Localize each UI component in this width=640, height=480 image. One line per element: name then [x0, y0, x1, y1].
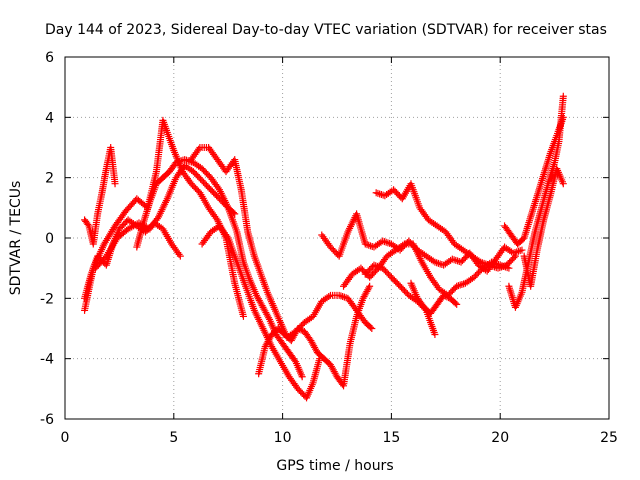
- data-point: [376, 190, 384, 198]
- data-point: [374, 189, 382, 197]
- data-points: [81, 92, 567, 402]
- data-point: [368, 242, 376, 250]
- data-point: [295, 325, 303, 333]
- data-point: [337, 292, 345, 300]
- data-point: [223, 232, 231, 240]
- data-point: [153, 215, 161, 223]
- series-track-12: [361, 261, 439, 339]
- data-point: [382, 238, 390, 246]
- y-tick-label: -4: [40, 352, 54, 368]
- data-point: [297, 326, 305, 334]
- data-point: [265, 314, 273, 322]
- data-point: [298, 373, 306, 381]
- data-point: [84, 220, 92, 228]
- chart-title: Day 144 of 2023, Sidereal Day-to-day VTE…: [45, 22, 607, 38]
- data-point: [440, 291, 448, 299]
- x-tick-label: 5: [169, 430, 178, 446]
- series-track-15: [505, 92, 567, 311]
- data-point: [365, 284, 373, 292]
- data-point: [451, 299, 459, 307]
- data-point: [438, 261, 446, 269]
- data-point: [379, 191, 387, 199]
- y-tick-label: 6: [45, 50, 54, 66]
- y-tick-label: -6: [40, 412, 54, 428]
- data-point: [212, 214, 220, 222]
- series-track-8: [255, 282, 374, 390]
- series-track-14: [501, 113, 567, 248]
- series-track-7: [198, 222, 324, 402]
- data-point: [511, 252, 519, 260]
- x-axis-label: GPS time / hours: [276, 458, 393, 474]
- x-tick-label: 15: [382, 430, 400, 446]
- y-tick-label: 4: [45, 110, 54, 126]
- series-track-3: [81, 116, 247, 320]
- data-point: [182, 156, 190, 164]
- series-track-13: [407, 279, 461, 317]
- series-track-11: [372, 180, 519, 272]
- data-point: [176, 252, 184, 260]
- data-point: [510, 254, 518, 262]
- y-axis-label: SDTVAR / TECUs: [8, 181, 24, 296]
- x-tick-label: 0: [61, 430, 70, 446]
- x-tick-label: 20: [491, 430, 509, 446]
- data-point: [450, 256, 458, 264]
- data-point: [294, 325, 302, 332]
- data-point: [372, 189, 380, 197]
- data-point: [366, 282, 374, 290]
- data-point: [516, 247, 524, 255]
- data-point: [239, 312, 247, 320]
- series-track-5: [133, 156, 306, 381]
- series-track-10: [340, 240, 513, 299]
- data-point: [175, 250, 183, 258]
- data-point: [559, 92, 567, 100]
- data-point: [368, 325, 376, 332]
- y-tick-label: -2: [40, 291, 54, 307]
- data-point: [431, 331, 439, 339]
- data-point: [339, 293, 347, 301]
- data-point: [452, 256, 460, 264]
- x-tick-label: 25: [600, 430, 618, 446]
- data-point: [559, 180, 567, 188]
- data-point: [365, 241, 373, 249]
- x-tick-label: 10: [274, 430, 292, 446]
- data-point: [380, 238, 388, 246]
- series-track-2: [81, 144, 119, 248]
- y-tick-label: 2: [45, 171, 54, 187]
- data-point: [443, 293, 451, 301]
- y-tick-label: 0: [45, 231, 54, 247]
- data-point: [181, 156, 189, 164]
- data-point: [367, 323, 375, 331]
- data-point: [453, 300, 461, 308]
- series-track-9: [318, 210, 526, 275]
- axis-ticks: 0 5 10 15 20 25 -6 -4 -2 0 2 4 6: [40, 50, 618, 446]
- data-point: [195, 145, 203, 153]
- data-point: [214, 184, 222, 192]
- data-point: [111, 180, 119, 188]
- data-point: [441, 292, 449, 300]
- data-point: [518, 246, 526, 254]
- series-track-16: [520, 165, 567, 290]
